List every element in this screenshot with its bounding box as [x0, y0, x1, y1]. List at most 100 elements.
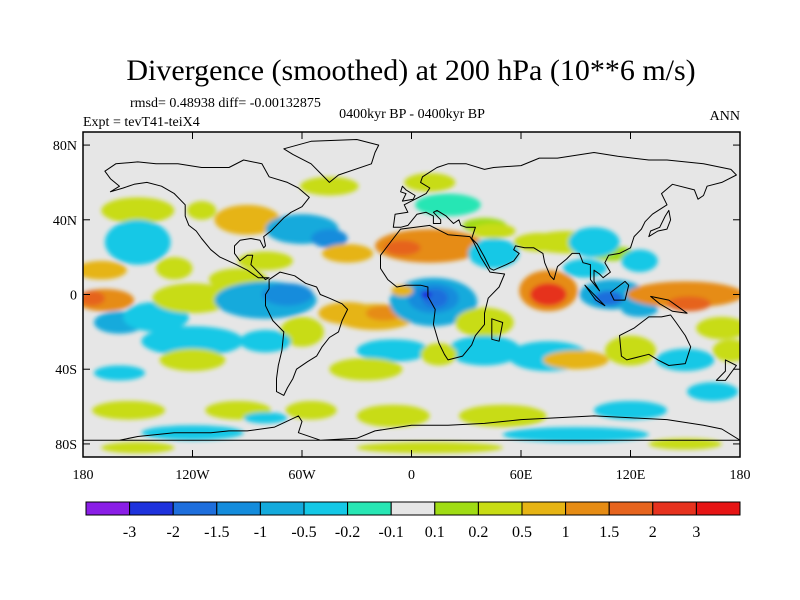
coastline-sumatra	[584, 284, 606, 307]
coastline-japan	[648, 209, 672, 238]
contour-region-64	[92, 400, 166, 420]
contour-region-24	[530, 283, 567, 306]
contour-region-30	[667, 296, 711, 312]
contour-region-74	[648, 438, 722, 450]
contour-region-66	[285, 400, 337, 420]
contour-region-8	[187, 201, 217, 220]
coastline-new-guinea	[650, 295, 688, 314]
contour-region-67	[356, 404, 430, 428]
colorbar-label-9: 0.5	[512, 524, 532, 541]
colorbar-swatch-13	[652, 501, 697, 516]
colorbar-swatch-9	[477, 501, 523, 516]
colorbar: -3 -2 -1.5 -1 -0.5 -0.2 -0.1 0.1 0.2 0.5 1 1.5 2 3	[85, 501, 741, 541]
contour-region-62	[93, 365, 146, 381]
y-tick-label-1: 40N	[53, 214, 77, 229]
colorbar-label-10: 1	[562, 524, 570, 541]
contour-region-5	[415, 193, 481, 217]
period-label: 0400kyr BP - 0400kyr BP	[339, 107, 485, 122]
contour-region-53	[239, 329, 292, 353]
coastline-madagascar	[491, 318, 504, 342]
contour-region-54	[356, 339, 430, 362]
colorbar-swatch-14	[695, 501, 741, 516]
colorbar-label-13: 3	[692, 524, 700, 541]
colorbar-swatch-6	[347, 501, 392, 516]
contour-region-31	[696, 316, 740, 340]
contour-region-14	[156, 257, 193, 280]
contour-region-13	[83, 260, 127, 280]
contour-region-56	[420, 343, 458, 366]
contour-region-36	[152, 283, 233, 314]
x-tick-label-2: 60W	[288, 468, 316, 483]
contour-region-75	[356, 442, 503, 454]
coastline-australia	[619, 314, 692, 366]
y-tick-label-0: 80N	[53, 139, 77, 154]
contour-region-29	[626, 281, 740, 308]
contour-region-9	[214, 204, 281, 235]
contour-region-6	[101, 197, 175, 224]
x-axis: 180 120W 60W 0 60E 120E 180	[73, 132, 751, 483]
y-tick-label-4: 80S	[55, 438, 77, 453]
contour-region-28	[621, 301, 658, 317]
y-axis: 80N 40N 0 40S 80S	[53, 139, 740, 453]
colorbar-swatch-0	[85, 501, 131, 516]
contour-region-51	[141, 326, 244, 357]
contour-region-47	[420, 290, 432, 299]
colorbar-swatch-12	[608, 501, 654, 516]
contour-region-61	[712, 339, 740, 362]
colorbar-swatch-10	[521, 501, 567, 516]
colorbar-label-2: -1.5	[204, 524, 229, 541]
x-tick-label-4: 60E	[510, 468, 533, 483]
contour-region-48	[391, 285, 414, 297]
contour-region-52	[159, 348, 226, 372]
colorbar-swatch-2	[172, 501, 218, 516]
colorbar-swatch-4	[259, 501, 305, 516]
x-tick-label-6: 180	[730, 468, 751, 483]
contour-region-63	[687, 382, 739, 401]
coastlines	[83, 139, 740, 441]
colorbar-label-12: 2	[649, 524, 657, 541]
contour-region-12	[322, 244, 374, 263]
contour-region-70	[243, 412, 288, 424]
colorbar-label-7: 0.1	[425, 524, 445, 541]
contour-region-40	[280, 316, 324, 347]
experiment-label: Expt = tevT41-teiX4	[83, 115, 200, 130]
contour-region-60	[656, 348, 715, 372]
contour-region-15	[238, 251, 293, 271]
coastline-africa	[380, 224, 506, 361]
coastline-south-america	[265, 271, 349, 396]
contour-region-72	[502, 427, 649, 443]
contour-region-68	[458, 404, 547, 428]
colorbar-swatch-7	[390, 501, 436, 516]
y-tick-label-3: 40S	[55, 363, 77, 378]
contour-region-3	[300, 176, 359, 196]
x-tick-label-5: 120E	[616, 468, 646, 483]
colorbar-label-1: -2	[167, 524, 180, 541]
colorbar-swatch-11	[565, 501, 610, 516]
coastline-uk	[400, 185, 416, 202]
season-label: ANN	[710, 109, 740, 124]
colorbar-label-0: -3	[123, 524, 136, 541]
colorbar-swatch-8	[434, 501, 479, 516]
x-tick-label-0: 180	[73, 468, 94, 483]
colorbar-label-4: -0.5	[291, 524, 316, 541]
coastline-greenland	[283, 139, 380, 183]
colorbar-label-3: -1	[254, 524, 267, 541]
colorbar-swatch-1	[129, 501, 174, 516]
contour-region-17	[384, 240, 421, 256]
contour-region-27	[621, 249, 658, 273]
contour-region-19	[471, 223, 516, 239]
contour-region-22	[562, 259, 607, 278]
colorbar-label-8: 0.2	[468, 524, 488, 541]
colorbar-label-6: -0.1	[379, 524, 404, 541]
x-tick-label-3: 0	[408, 468, 415, 483]
colorbar-label-5: -0.2	[335, 524, 360, 541]
contour-region-26	[594, 290, 624, 306]
contour-region-55	[329, 358, 403, 381]
contour-region-39	[261, 283, 313, 306]
contour-region-73	[101, 442, 175, 454]
contour-region-59	[604, 335, 657, 366]
coastline-borneo	[609, 280, 630, 301]
colorbar-swatch-5	[303, 501, 349, 516]
coastline-eurasia	[392, 152, 737, 292]
